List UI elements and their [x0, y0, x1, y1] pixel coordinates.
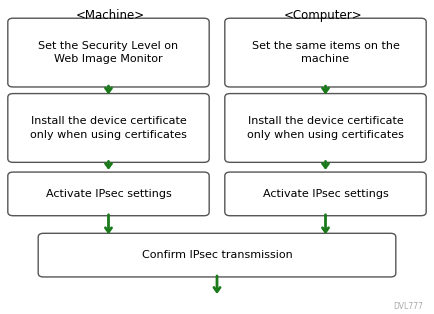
FancyBboxPatch shape [225, 172, 426, 216]
FancyBboxPatch shape [225, 18, 426, 87]
Text: Install the device certificate
only when using certificates: Install the device certificate only when… [30, 116, 187, 139]
FancyBboxPatch shape [8, 172, 209, 216]
FancyBboxPatch shape [8, 94, 209, 162]
FancyBboxPatch shape [38, 233, 396, 277]
Text: Activate IPsec settings: Activate IPsec settings [263, 189, 388, 199]
Text: Activate IPsec settings: Activate IPsec settings [46, 189, 171, 199]
Text: Set the Security Level on
Web Image Monitor: Set the Security Level on Web Image Moni… [39, 41, 178, 64]
Text: Install the device certificate
only when using certificates: Install the device certificate only when… [247, 116, 404, 139]
Text: Confirm IPsec transmission: Confirm IPsec transmission [141, 250, 293, 260]
Text: DVL777: DVL777 [393, 302, 423, 311]
Text: Set the same items on the
machine: Set the same items on the machine [252, 41, 399, 64]
Text: <Computer>: <Computer> [284, 8, 363, 22]
Text: <Machine>: <Machine> [76, 8, 145, 22]
FancyBboxPatch shape [225, 94, 426, 162]
FancyBboxPatch shape [8, 18, 209, 87]
